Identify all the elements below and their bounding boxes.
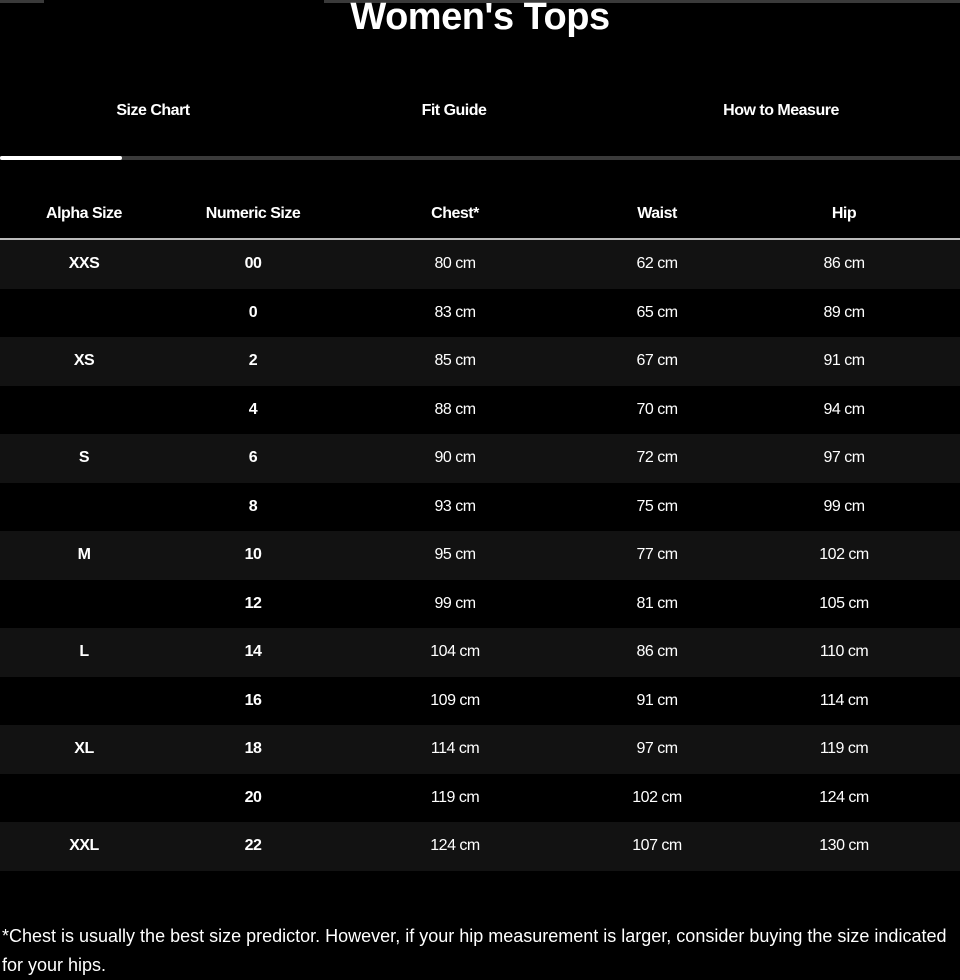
top-edge-bar bbox=[324, 0, 960, 3]
cell-numeric-size: 18 bbox=[244, 740, 262, 757]
cell-waist: 75 cm bbox=[636, 497, 678, 515]
cell-chest: 90 cm bbox=[434, 449, 476, 466]
cell-numeric-size: 0 bbox=[248, 303, 258, 321]
cell-waist: 81 cm bbox=[636, 594, 678, 612]
tab-how-to-measure[interactable]: How to Measure bbox=[723, 102, 839, 119]
table-row: 12 99 cm 81 cm 105 cm bbox=[0, 580, 960, 629]
cell-hip: 94 cm bbox=[823, 400, 865, 418]
cell-hip: 89 cm bbox=[823, 303, 865, 321]
cell-waist: 107 cm bbox=[632, 837, 682, 854]
cell-hip: 97 cm bbox=[823, 449, 865, 466]
cell-waist: 102 cm bbox=[632, 788, 682, 806]
cell-chest: 95 cm bbox=[434, 546, 476, 563]
table-row: 0 83 cm 65 cm 89 cm bbox=[0, 289, 960, 338]
cell-chest: 104 cm bbox=[430, 643, 480, 660]
cell-chest: 99 cm bbox=[434, 594, 476, 612]
cell-waist: 77 cm bbox=[636, 546, 678, 563]
cell-hip: 119 cm bbox=[819, 740, 869, 757]
cell-alpha-size: XS bbox=[73, 352, 95, 369]
cell-waist: 72 cm bbox=[636, 449, 678, 466]
tab-fit-guide[interactable]: Fit Guide bbox=[421, 102, 487, 119]
cell-chest: 119 cm bbox=[430, 788, 480, 806]
tab-track bbox=[0, 156, 960, 160]
top-edge-bar bbox=[0, 0, 44, 3]
cell-hip: 110 cm bbox=[819, 643, 869, 660]
table-row: XXL 22 124 cm 107 cm 130 cm bbox=[0, 822, 960, 871]
cell-alpha-size: L bbox=[79, 643, 89, 660]
cell-chest: 124 cm bbox=[430, 837, 480, 854]
cell-alpha-size: XL bbox=[74, 740, 94, 757]
cell-numeric-size: 2 bbox=[248, 352, 258, 369]
table-row: M 10 95 cm 77 cm 102 cm bbox=[0, 531, 960, 580]
cell-numeric-size: 6 bbox=[248, 449, 258, 466]
cell-hip: 124 cm bbox=[819, 788, 869, 806]
table-row: L 14 104 cm 86 cm 110 cm bbox=[0, 628, 960, 677]
cell-numeric-size: 14 bbox=[244, 643, 262, 660]
table-row: 16 109 cm 91 cm 114 cm bbox=[0, 677, 960, 726]
cell-chest: 88 cm bbox=[434, 400, 476, 418]
active-tab-indicator bbox=[0, 156, 122, 160]
cell-chest: 80 cm bbox=[434, 255, 476, 272]
header-waist: Waist bbox=[637, 205, 677, 222]
cell-hip: 114 cm bbox=[819, 691, 869, 709]
cell-hip: 102 cm bbox=[819, 546, 869, 563]
header-alpha-size: Alpha Size bbox=[46, 205, 122, 222]
cell-waist: 97 cm bbox=[636, 740, 678, 757]
cell-chest: 93 cm bbox=[434, 497, 476, 515]
cell-chest: 114 cm bbox=[430, 740, 480, 757]
cell-hip: 105 cm bbox=[819, 594, 869, 612]
cell-numeric-size: 8 bbox=[248, 497, 258, 515]
table-row: S 6 90 cm 72 cm 97 cm bbox=[0, 434, 960, 483]
cell-chest: 85 cm bbox=[434, 352, 476, 369]
table-row: XXS 00 80 cm 62 cm 86 cm bbox=[0, 240, 960, 289]
cell-numeric-size: 00 bbox=[244, 255, 262, 272]
cell-numeric-size: 10 bbox=[244, 546, 262, 563]
cell-alpha-size: S bbox=[78, 449, 90, 466]
cell-numeric-size: 20 bbox=[244, 788, 262, 806]
cell-waist: 62 cm bbox=[636, 255, 678, 272]
header-divider bbox=[0, 238, 960, 240]
tab-size-chart[interactable]: Size Chart bbox=[116, 102, 190, 119]
cell-chest: 109 cm bbox=[430, 691, 480, 709]
table-row: 8 93 cm 75 cm 99 cm bbox=[0, 483, 960, 532]
header-hip: Hip bbox=[831, 205, 857, 222]
cell-numeric-size: 4 bbox=[248, 400, 258, 418]
cell-alpha-size: XXL bbox=[69, 837, 99, 854]
cell-hip: 86 cm bbox=[823, 255, 865, 272]
cell-alpha-size: XXS bbox=[68, 255, 100, 272]
cell-hip: 91 cm bbox=[823, 352, 865, 369]
cell-hip: 130 cm bbox=[819, 837, 869, 854]
table-row: 4 88 cm 70 cm 94 cm bbox=[0, 386, 960, 435]
header-numeric-size: Numeric Size bbox=[205, 205, 301, 222]
cell-waist: 67 cm bbox=[636, 352, 678, 369]
cell-numeric-size: 22 bbox=[244, 837, 262, 854]
table-row: XL 18 114 cm 97 cm 119 cm bbox=[0, 725, 960, 774]
cell-chest: 83 cm bbox=[434, 303, 476, 321]
table-row: XS 2 85 cm 67 cm 91 cm bbox=[0, 337, 960, 386]
cell-numeric-size: 16 bbox=[244, 691, 262, 709]
cell-numeric-size: 12 bbox=[244, 594, 262, 612]
header-chest: Chest* bbox=[431, 205, 479, 222]
cell-waist: 65 cm bbox=[636, 303, 678, 321]
cell-waist: 70 cm bbox=[636, 400, 678, 418]
cell-hip: 99 cm bbox=[823, 497, 865, 515]
page-title: Women's Tops bbox=[350, 0, 610, 38]
cell-waist: 86 cm bbox=[636, 643, 678, 660]
size-table-body: XXS 00 80 cm 62 cm 86 cm 0 83 cm 65 cm 89 cm XS 2 8… bbox=[0, 240, 960, 871]
cell-alpha-size: M bbox=[77, 546, 91, 563]
cell-waist: 91 cm bbox=[636, 691, 678, 709]
footnote: *Chest is usually the best size predicto… bbox=[2, 926, 947, 975]
table-row: 20 119 cm 102 cm 124 cm bbox=[0, 774, 960, 823]
